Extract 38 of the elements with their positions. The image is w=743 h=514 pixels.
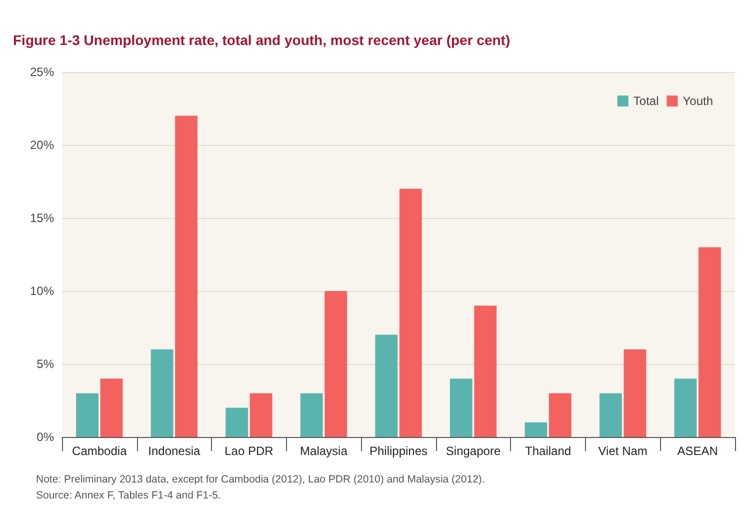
bar: [524, 422, 548, 437]
x-tick-label: Malaysia: [300, 444, 348, 458]
bar: [300, 393, 323, 437]
y-tick-label: 25%: [30, 65, 54, 79]
bar: [698, 247, 721, 437]
y-tick-label: 0%: [36, 430, 54, 444]
x-tick-label: Singapore: [446, 444, 501, 458]
legend-label: Youth: [682, 94, 714, 108]
x-tick-label: Viet Nam: [598, 444, 648, 458]
y-tick-label: 5%: [36, 357, 54, 371]
bar: [375, 334, 398, 437]
bar: [474, 306, 497, 437]
bar: [548, 393, 572, 437]
source-note: Source: Annex F, Tables F1-4 and F1-5.: [36, 490, 221, 502]
y-tick-label: 20%: [30, 138, 54, 152]
bar: [150, 349, 174, 437]
bar: [674, 378, 697, 437]
chart-title: Figure 1-3 Unemployment rate, total and youth, most recent year (per cent): [13, 32, 510, 48]
x-tick-label: Cambodia: [72, 444, 128, 458]
y-tick-label: 10%: [30, 284, 54, 298]
bar: [624, 349, 646, 437]
x-tick-label: Thailand: [525, 444, 572, 458]
x-tick-label: Indonesia: [148, 444, 201, 458]
bar: [399, 188, 422, 437]
text: Note: Preliminary 2013 data, except for Cambodia (2012), Lao PDR (2010) and Malaysia (2012).: [36, 474, 485, 486]
bar: [175, 116, 198, 437]
bar: [100, 378, 123, 437]
x-tick-label: Lao PDR: [224, 444, 274, 458]
bar: [250, 393, 272, 437]
bar: [226, 408, 248, 437]
bar: [76, 393, 98, 437]
y-tick-label: 15%: [30, 211, 54, 225]
x-tick-label: ASEAN: [677, 444, 718, 458]
legend-label: Total: [633, 94, 659, 108]
bar: [600, 393, 622, 437]
bar: [450, 378, 472, 437]
bar: [324, 291, 348, 437]
x-tick-label: Philippines: [369, 444, 428, 458]
